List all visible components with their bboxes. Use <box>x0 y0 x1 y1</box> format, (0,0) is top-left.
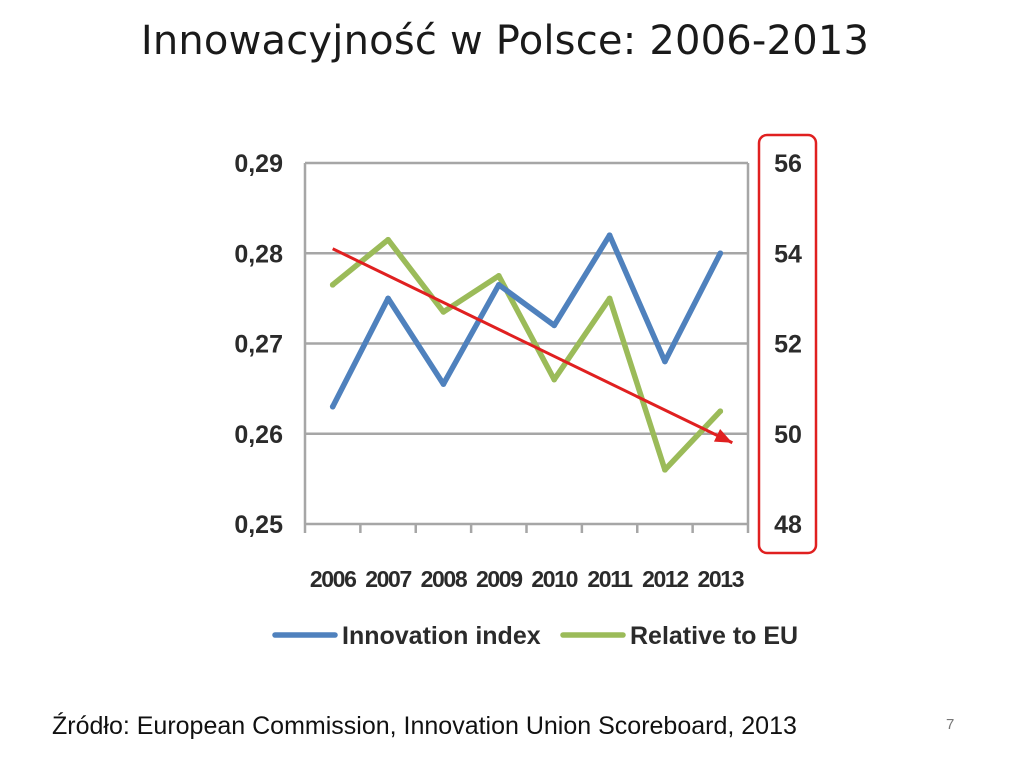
x-tick-label: 2011 <box>587 566 633 592</box>
series-line-innovation-index <box>329 232 724 410</box>
legend-label: Innovation index <box>342 622 541 650</box>
data-point <box>496 273 502 279</box>
slide-title: Innowacyjność w Polsce: 2006-2013 <box>140 18 870 64</box>
data-point <box>385 236 391 243</box>
series-line-relative-to-eu <box>329 236 724 473</box>
data-point <box>385 295 391 302</box>
left-tick-label: 0,27 <box>234 331 283 359</box>
left-tick-label: 0,25 <box>234 511 283 539</box>
legend: Innovation index Relative to EU <box>272 622 798 650</box>
trend-arrow-line <box>332 247 733 445</box>
data-point <box>329 282 336 288</box>
x-tick-label: 2006 <box>310 566 356 592</box>
annotation-layer <box>332 133 818 555</box>
data-point <box>717 250 724 257</box>
x-tick-label: 2007 <box>365 566 411 592</box>
left-tick-label: 0,29 <box>234 150 283 178</box>
right-tick-label: 52 <box>774 331 802 359</box>
left-tick-label: 0,28 <box>234 240 283 268</box>
legend-label: Relative to EU <box>630 622 798 650</box>
data-point <box>606 295 613 302</box>
data-point <box>440 381 447 387</box>
right-tick-label: 50 <box>774 421 802 449</box>
left-tick-label: 0,26 <box>234 421 283 449</box>
chart: 0,25 0,26 0,27 0,28 0,29 48 50 52 54 56 2006 2007… <box>234 133 818 650</box>
right-axis-highlight-box <box>757 133 818 555</box>
x-tick-label: 2008 <box>421 566 468 592</box>
data-point <box>551 322 557 329</box>
page-number: 7 <box>946 716 955 733</box>
x-tick-label: 2010 <box>531 566 577 592</box>
data-point <box>717 408 724 414</box>
x-axis-ticks: 2006 2007 2008 2009 2010 2011 2012 2013 <box>310 566 745 592</box>
data-point <box>551 376 557 383</box>
data-point <box>662 358 668 365</box>
right-tick-label: 54 <box>774 240 802 268</box>
left-axis-ticks: 0,25 0,26 0,27 0,28 0,29 <box>234 150 283 539</box>
right-tick-label: 48 <box>774 511 802 539</box>
data-point <box>329 403 336 410</box>
source-note: Źródło: European Commission, Innovation … <box>52 712 797 740</box>
x-tick-label: 2012 <box>642 566 688 592</box>
right-tick-label: 56 <box>774 150 802 178</box>
trend-arrow-head <box>713 429 733 443</box>
data-point <box>662 467 668 473</box>
data-point <box>440 309 447 315</box>
grid-layer <box>303 161 750 533</box>
data-point <box>606 232 613 238</box>
x-tick-label: 2009 <box>476 566 522 592</box>
series-layer <box>329 232 724 473</box>
data-point <box>496 282 502 288</box>
right-axis-ticks: 48 50 52 54 56 <box>774 150 802 539</box>
x-tick-label: 2013 <box>698 566 744 592</box>
